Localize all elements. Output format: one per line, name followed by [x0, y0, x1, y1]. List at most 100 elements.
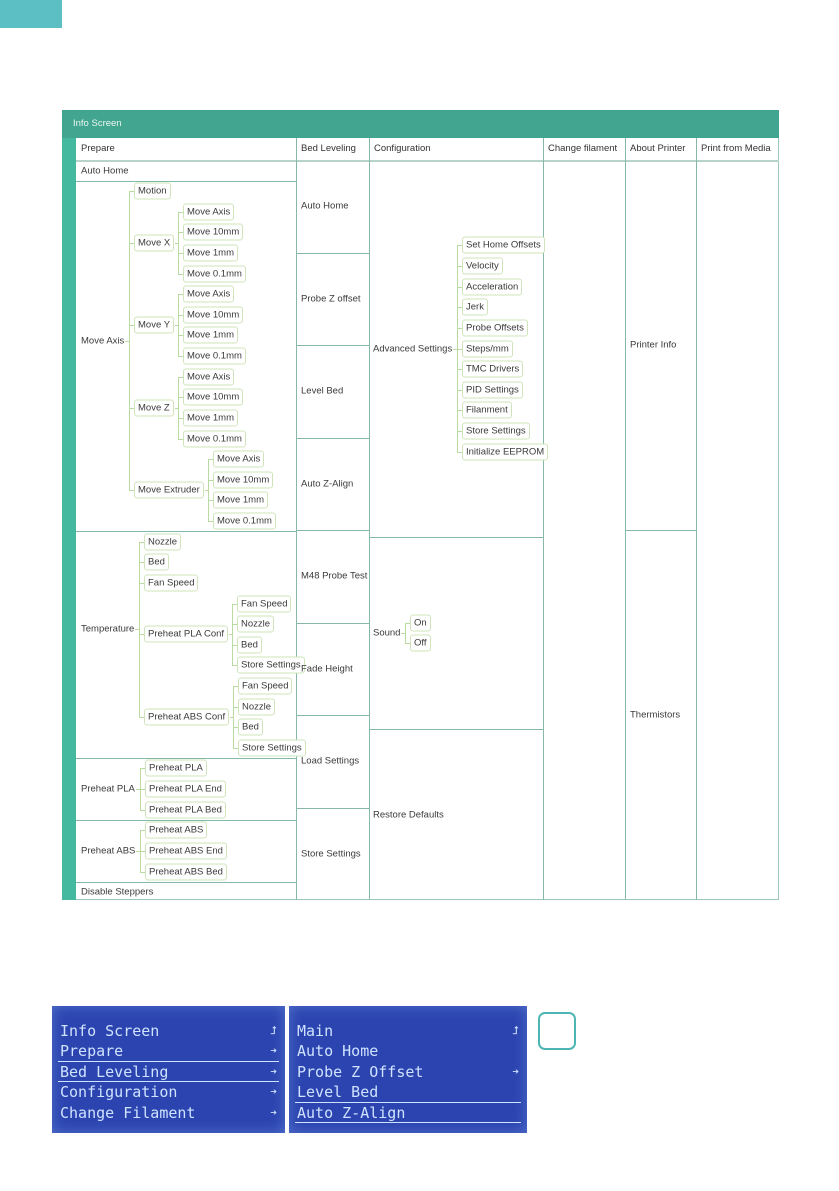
- tree-connector: [178, 232, 183, 234]
- menu-node: Nozzle: [144, 533, 182, 551]
- tree-connector: [175, 242, 179, 244]
- row-divider: [625, 530, 696, 531]
- menu-node: Move 10mm: [183, 388, 244, 406]
- tree-connector: [178, 438, 183, 440]
- return-arrow-icon: ⮥: [512, 1024, 520, 1037]
- menu-node: Store Settings: [237, 656, 305, 674]
- menu-node: Move 1mm: [183, 244, 238, 262]
- tree-connector: [136, 789, 141, 791]
- bed-leveling-item: Probe Z offset: [301, 293, 361, 305]
- submenu-arrow-icon: ➔: [270, 1085, 277, 1099]
- tree-connector: [129, 325, 134, 327]
- menu-node: Move Axis: [183, 203, 235, 221]
- row-divider: [76, 531, 296, 533]
- menu-node: Preheat PLA Conf: [144, 625, 229, 643]
- row-divider: [296, 622, 369, 624]
- menu-node: Nozzle: [238, 698, 276, 716]
- tree-connector: [139, 716, 144, 718]
- menu-node: Move 0.1mm: [183, 430, 246, 448]
- tree-connector: [178, 211, 179, 274]
- menu-node: Move Extruder: [134, 481, 204, 499]
- tree-connector: [233, 706, 238, 708]
- tree-connector: [178, 376, 183, 378]
- lcd-menu-item: Main ⮥: [297, 1021, 519, 1041]
- menu-section-label: Auto Home: [81, 165, 129, 176]
- tree-connector: [129, 490, 134, 492]
- lcd-screen: Main ⮥ Auto Home Probe Z Offset ➔ Level Bed Au…: [289, 1006, 527, 1133]
- submenu-arrow-icon: ➔: [270, 1105, 277, 1119]
- menu-node: Probe Offsets: [462, 319, 528, 337]
- tree-connector: [139, 541, 144, 543]
- tree-connector: [178, 294, 183, 296]
- lcd-menu-item: Probe Z Offset ➔: [297, 1062, 519, 1082]
- tree-connector: [139, 541, 140, 717]
- lcd-item-label: Auto Home: [297, 1042, 379, 1061]
- menu-node: Steps/mm: [462, 340, 513, 357]
- tree-connector: [178, 356, 183, 358]
- tree-connector: [139, 634, 144, 636]
- lcd-menu-item: Prepare ➔: [60, 1041, 277, 1061]
- bed-leveling-item: Fade Height: [301, 663, 353, 675]
- menu-section-label: Preheat PLA: [81, 783, 135, 795]
- menu-node: Move Axis: [183, 368, 235, 386]
- tree-connector: [140, 871, 145, 873]
- menu-node: Bed: [144, 553, 169, 571]
- menu-node: Fan Speed: [237, 595, 292, 613]
- tree-connector: [457, 307, 462, 309]
- menu-node: Preheat ABS: [145, 821, 208, 839]
- step-marker-box: [538, 1012, 576, 1050]
- lcd-item-label: Main: [297, 1022, 334, 1040]
- column-header: Change filament: [548, 143, 618, 154]
- tree-connector: [457, 327, 462, 329]
- lcd-item-label: Probe Z Offset: [297, 1062, 424, 1081]
- lcd-item-label: Change Filament: [60, 1103, 196, 1122]
- menu-node: On: [410, 614, 431, 632]
- tree-connector: [457, 369, 462, 371]
- tree-connector: [178, 294, 179, 357]
- tree-connector: [232, 603, 233, 666]
- tree-connector: [135, 629, 140, 631]
- menu-node: Move 0.1mm: [183, 265, 246, 283]
- tree-connector: [405, 643, 410, 645]
- tree-connector: [208, 459, 213, 461]
- lcd-menu-item: Auto Home: [297, 1041, 519, 1061]
- menu-section-label: Move Axis: [81, 335, 125, 347]
- tree-connector: [229, 634, 233, 636]
- menu-node: Preheat PLA Bed: [145, 801, 226, 819]
- about-printer-item: Printer Info: [630, 339, 677, 351]
- bed-leveling-item: Auto Home: [301, 200, 349, 212]
- tree-connector: [178, 252, 183, 254]
- row-divider: [76, 758, 296, 760]
- tree-connector: [129, 191, 134, 193]
- menu-section-label: Temperature: [81, 623, 135, 635]
- tree-connector: [140, 830, 141, 872]
- tree-connector: [208, 459, 209, 522]
- lcd-item-label: Level Bed: [297, 1083, 379, 1102]
- tree-connector: [457, 245, 458, 452]
- menu-node: Preheat ABS Bed: [145, 863, 227, 881]
- menu-node: Move 1mm: [213, 491, 268, 509]
- row-divider: [369, 729, 543, 730]
- tree-connector: [208, 479, 213, 481]
- tree-connector: [208, 521, 213, 523]
- lcd-selection-rule: [295, 1101, 521, 1103]
- column-header: About Printer: [630, 143, 686, 154]
- tree-connector: [139, 562, 144, 564]
- tree-connector: [457, 430, 462, 432]
- tree-connector: [230, 716, 234, 718]
- lcd-selection-rule: [58, 1081, 279, 1083]
- lcd-menu-item: Auto Z-Align: [297, 1103, 519, 1123]
- lcd-menu-item: Info Screen ⮥: [60, 1021, 277, 1041]
- bed-leveling-item: Auto Z-Align: [301, 478, 354, 490]
- page-corner-tab: [0, 0, 62, 28]
- header-divider: [76, 160, 779, 162]
- tree-connector: [233, 727, 238, 729]
- tree-connector: [457, 389, 462, 391]
- menu-node: Move 1mm: [183, 409, 238, 427]
- menu-section-label: Disable Steppers: [81, 886, 154, 898]
- menu-node: Fan Speed: [238, 677, 293, 695]
- menu-node: Move X: [134, 234, 175, 252]
- lcd-item-label: Prepare: [60, 1042, 124, 1061]
- tree-connector: [208, 500, 213, 502]
- menu-node: Velocity: [462, 257, 503, 275]
